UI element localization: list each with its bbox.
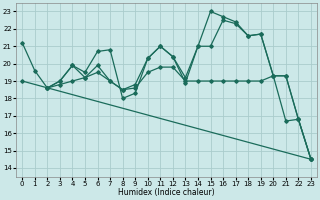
X-axis label: Humidex (Indice chaleur): Humidex (Indice chaleur) [118, 188, 215, 197]
